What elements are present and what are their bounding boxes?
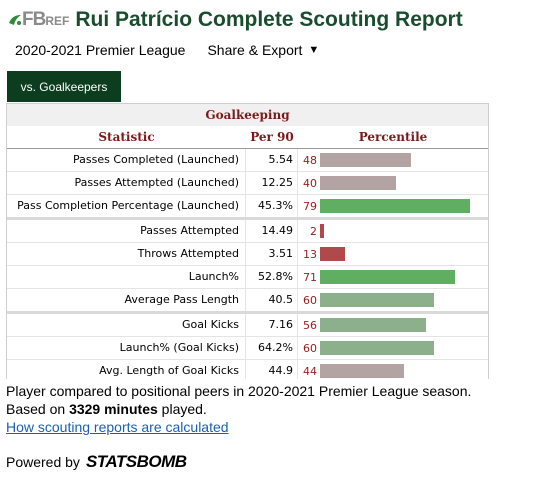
percentile-value: 60 — [303, 341, 317, 355]
percentile-bar — [320, 247, 345, 261]
percentile-value: 40 — [303, 176, 317, 190]
table-row: Passes Attempted 14.49 2 — [7, 220, 488, 243]
per90-value: 40.5 — [246, 289, 298, 311]
percentile-cell: 60 — [298, 289, 488, 311]
per90-value: 5.54 — [246, 149, 298, 171]
percentile-cell: 48 — [298, 149, 488, 171]
stat-name: Passes Attempted — [7, 220, 246, 242]
table-row: Passes Completed (Launched) 5.54 48 — [7, 149, 488, 172]
table-row: Pass Completion Percentage (Launched) 45.… — [7, 195, 488, 220]
per90-value: 52.8% — [246, 266, 298, 288]
stat-name: Average Pass Length — [7, 289, 246, 311]
stat-name: Throws Attempted — [7, 243, 246, 265]
percentile-bar-track — [320, 247, 480, 261]
stat-name: Avg. Length of Goal Kicks — [7, 360, 246, 379]
section-title: Goalkeeping — [7, 104, 488, 126]
percentile-bar — [320, 270, 455, 284]
percentile-cell: 79 — [298, 195, 488, 217]
table-row: Goal Kicks 7.16 56 — [7, 314, 488, 337]
fbref-logo[interactable]: FBREF — [8, 9, 69, 31]
percentile-cell: 40 — [298, 172, 488, 194]
per90-value: 3.51 — [246, 243, 298, 265]
fbref-logo-icon — [9, 15, 21, 25]
stat-name: Pass Completion Percentage (Launched) — [7, 195, 246, 217]
percentile-bar-track — [320, 270, 480, 284]
percentile-bar-track — [320, 199, 480, 213]
season-label: 2020-2021 Premier League — [15, 42, 186, 58]
report-footer: Player compared to positional peers in 2… — [6, 382, 471, 436]
percentile-value: 56 — [303, 318, 317, 332]
percentile-cell: 44 — [298, 360, 488, 379]
percentile-bar — [320, 293, 434, 307]
percentile-bar — [320, 153, 412, 167]
percentile-cell: 56 — [298, 314, 488, 336]
percentile-bar — [320, 199, 471, 213]
percentile-value: 79 — [303, 199, 317, 213]
percentile-bar — [320, 341, 434, 355]
scouting-report-table: Goalkeeping Statistic Per 90 Percentile … — [6, 103, 489, 379]
table-row: Throws Attempted 3.51 13 — [7, 243, 488, 266]
percentile-value: 13 — [303, 247, 317, 261]
comparison-note: Player compared to positional peers in 2… — [6, 383, 472, 399]
percentile-value: 44 — [303, 364, 317, 378]
stat-name: Launch% (Goal Kicks) — [7, 337, 246, 359]
percentile-bar — [320, 176, 396, 190]
per90-value: 12.25 — [246, 172, 298, 194]
percentile-bar-track — [320, 176, 480, 190]
share-export-menu[interactable]: Share & Export ▼ — [207, 42, 319, 58]
per90-value: 44.9 — [246, 360, 298, 379]
percentile-bar — [320, 318, 427, 332]
column-header-percentile: Percentile — [358, 130, 428, 144]
percentile-bar-track — [320, 341, 480, 355]
percentile-value: 71 — [303, 270, 317, 284]
percentile-bar — [320, 364, 404, 378]
percentile-bar — [320, 224, 324, 238]
caret-down-icon: ▼ — [308, 44, 320, 56]
table-row: Launch% 52.8% 71 — [7, 266, 488, 289]
per90-value: 64.2% — [246, 337, 298, 359]
stat-name: Launch% — [7, 266, 246, 288]
minutes-note: Based on 3329 minutes played. — [6, 401, 207, 417]
percentile-value: 60 — [303, 293, 317, 307]
stat-name: Passes Attempted (Launched) — [7, 172, 246, 194]
percentile-cell: 2 — [298, 220, 488, 242]
share-export-label: Share & Export — [207, 42, 303, 58]
column-header-per90: Per 90 — [250, 130, 294, 144]
percentile-cell: 71 — [298, 266, 488, 288]
column-header-statistic: Statistic — [98, 130, 155, 144]
stat-name: Goal Kicks — [7, 314, 246, 336]
tab-vs-goalkeepers[interactable]: vs. Goalkeepers — [7, 71, 121, 102]
scouting-method-link[interactable]: How scouting reports are calculated — [6, 419, 229, 435]
powered-by-label: Powered by — [6, 454, 80, 470]
table-row: Avg. Length of Goal Kicks 44.9 44 — [7, 360, 488, 379]
table-row: Average Pass Length 40.5 60 — [7, 289, 488, 314]
column-header-row: Statistic Per 90 Percentile — [7, 126, 488, 149]
percentile-bar-track — [320, 224, 480, 238]
page-title: Rui Patrício Complete Scouting Report — [75, 8, 463, 31]
percentile-bar-track — [320, 293, 480, 307]
percentile-bar-track — [320, 318, 480, 332]
percentile-bar-track — [320, 153, 480, 167]
per90-value: 45.3% — [246, 195, 298, 217]
per90-value: 14.49 — [246, 220, 298, 242]
per90-value: 7.16 — [246, 314, 298, 336]
powered-by: Powered by STATSBOMB — [6, 452, 187, 472]
statsbomb-logo[interactable]: STATSBOMB — [85, 452, 187, 471]
minutes-value: 3329 minutes — [69, 401, 158, 417]
fbref-logo-text: FBREF — [22, 9, 70, 30]
sub-toolbar: 2020-2021 Premier League Share & Export … — [15, 42, 319, 58]
percentile-bar-track — [320, 364, 480, 378]
percentile-value: 48 — [303, 153, 317, 167]
stat-name: Passes Completed (Launched) — [7, 149, 246, 171]
table-row: Passes Attempted (Launched) 12.25 40 — [7, 172, 488, 195]
page-header: FBREF Rui Patrício Complete Scouting Rep… — [8, 6, 463, 34]
percentile-cell: 13 — [298, 243, 488, 265]
table-row: Launch% (Goal Kicks) 64.2% 60 — [7, 337, 488, 360]
percentile-cell: 60 — [298, 337, 488, 359]
percentile-value: 2 — [310, 224, 317, 238]
